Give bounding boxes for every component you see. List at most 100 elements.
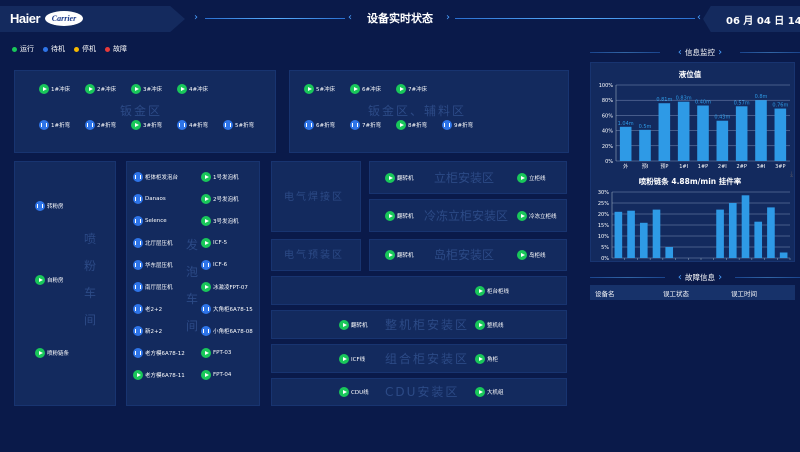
equipment-item[interactable]: 8#折弯 <box>396 120 427 130</box>
download-icon[interactable]: ⤓ <box>790 170 794 178</box>
equipment-item[interactable]: 大机组 <box>475 387 504 397</box>
equipment-item[interactable]: 5#冲床 <box>304 84 335 94</box>
equipment-item[interactable]: 1#折弯 <box>39 120 70 130</box>
carrier-logo: Carrier <box>45 11 83 26</box>
bar[interactable] <box>774 108 787 161</box>
equipment-item[interactable]: 新2+2 <box>133 326 162 336</box>
equipment-item[interactable]: 老2+2 <box>133 304 162 314</box>
chevron-right-icon: › <box>715 47 723 58</box>
chevron-right-icon: › <box>446 12 450 23</box>
bar[interactable] <box>665 247 674 258</box>
bar[interactable] <box>741 195 750 258</box>
equipment-item[interactable]: Selence <box>133 216 167 226</box>
bar[interactable] <box>779 252 788 259</box>
equipment-item[interactable]: 7#折弯 <box>350 120 381 130</box>
equipment-item[interactable]: 北厅层压机 <box>133 238 173 248</box>
equipment-item[interactable]: 南厅层压机 <box>133 282 173 292</box>
pause-status-icon <box>133 260 143 270</box>
bar[interactable] <box>755 100 767 161</box>
bar[interactable] <box>754 221 763 258</box>
equipment-item[interactable]: 7#冲床 <box>396 84 427 94</box>
equipment-item[interactable]: ICF线 <box>339 353 366 364</box>
equipment-item[interactable]: 6#折弯 <box>304 120 335 130</box>
bar[interactable] <box>735 106 748 161</box>
pause-status-icon <box>85 120 95 130</box>
equipment-item[interactable]: 大角柜6A78-15 <box>201 304 253 314</box>
bar[interactable] <box>652 209 661 258</box>
equipment-item[interactable]: 小角柜6A78-08 <box>201 326 253 336</box>
equipment-label: FPT-04 <box>213 372 232 378</box>
bar[interactable] <box>658 103 671 161</box>
bar[interactable] <box>614 211 623 258</box>
bar[interactable] <box>627 210 635 258</box>
equipment-label: 岛柜线 <box>529 253 546 259</box>
equipment-item[interactable]: 老方模6A78-11 <box>133 370 185 380</box>
zone-assembly-row <box>271 276 567 305</box>
bar[interactable] <box>619 126 632 161</box>
equipment-item[interactable]: CDU线 <box>339 387 369 397</box>
equipment-item[interactable]: FPT-03 <box>201 348 231 358</box>
equipment-item[interactable]: 2号发泡机 <box>201 194 239 204</box>
equipment-item[interactable]: 整机线 <box>475 319 504 330</box>
play-status-icon <box>396 120 406 130</box>
equipment-item[interactable]: 4#冲床 <box>177 84 208 94</box>
equipment-label: 2号发泡机 <box>213 197 239 203</box>
equipment-item[interactable]: FPT-04 <box>201 370 231 380</box>
equipment-item[interactable]: 柜体柜发泡台 <box>133 172 178 182</box>
play-status-icon <box>85 84 95 94</box>
equipment-item[interactable]: 翻转机 <box>339 319 368 330</box>
equipment-item[interactable]: ICF-5 <box>201 238 227 248</box>
chevron-right-icon: › <box>715 272 723 283</box>
x-tick-label: 预I <box>642 163 648 170</box>
equipment-item[interactable]: 3号发泡机 <box>201 216 239 226</box>
bar[interactable] <box>677 101 690 161</box>
bar[interactable] <box>767 207 775 258</box>
equipment-item[interactable]: 1号发泡机 <box>201 172 239 182</box>
equipment-item[interactable]: ICF-6 <box>201 260 227 270</box>
equipment-item[interactable]: 老方模6A78-12 <box>133 348 185 358</box>
bar[interactable] <box>716 209 724 258</box>
equipment-item[interactable]: 翻转机 <box>385 172 414 183</box>
equipment-item[interactable]: 4#折弯 <box>177 120 208 130</box>
equipment-item[interactable]: 5#折弯 <box>223 120 254 130</box>
equipment-item[interactable]: 喷粉链条 <box>35 348 69 358</box>
equipment-item[interactable]: Danaos <box>133 194 166 204</box>
equipment-item[interactable]: 1#冲床 <box>39 84 70 94</box>
play-status-icon <box>201 238 211 248</box>
chain-rate-chart: 喷粉链条 4.88m/min 挂件率 0% 5% 10% 15% 20% 25% 30% <box>598 176 791 262</box>
equipment-item[interactable]: 岛柜线 <box>517 250 546 260</box>
equipment-item[interactable]: 9#折弯 <box>442 120 473 130</box>
equipment-item[interactable]: 自粉房 <box>35 275 64 285</box>
bar[interactable] <box>697 105 709 161</box>
x-tick-label: 2#P <box>736 164 746 170</box>
play-status-icon <box>201 194 211 204</box>
equipment-item[interactable]: 3#折弯 <box>131 120 162 130</box>
equipment-item[interactable]: 冰激凌FPT-07 <box>201 282 248 292</box>
equipment-label: 2#冲床 <box>97 87 117 93</box>
equipment-item[interactable]: 冷冻立柜线 <box>517 210 557 221</box>
equipment-item[interactable]: 2#冲床 <box>85 84 116 94</box>
equipment-item[interactable]: 6#冲床 <box>350 84 381 94</box>
bar[interactable] <box>639 129 651 161</box>
equipment-item[interactable]: 翻转机 <box>385 250 414 260</box>
play-status-icon <box>385 172 395 183</box>
equipment-item[interactable]: 华东层压机 <box>133 260 173 270</box>
equipment-label: 喷粉链条 <box>47 351 70 357</box>
equipment-label: 冰激凌FPT-07 <box>213 285 248 291</box>
y-tick-label: 40% <box>602 129 613 135</box>
equipment-item[interactable]: 柜台柜线 <box>475 285 509 296</box>
pause-status-icon <box>133 304 143 314</box>
y-tick-label: 20% <box>598 212 609 218</box>
equipment-item[interactable]: 2#折弯 <box>85 120 116 130</box>
equipment-item[interactable]: 3#冲床 <box>131 84 162 94</box>
bar[interactable] <box>716 120 729 161</box>
zone-assembly-row <box>271 378 567 406</box>
equipment-item[interactable]: 角柜 <box>475 353 498 364</box>
equipment-item[interactable]: 翻转机 <box>385 210 414 221</box>
status-dot-icon <box>105 46 110 52</box>
bar[interactable] <box>728 203 737 258</box>
equipment-item[interactable]: 立柜线 <box>517 172 546 183</box>
equipment-label: ICF线 <box>351 356 366 363</box>
bar[interactable] <box>639 222 648 258</box>
equipment-item[interactable]: 转粉房 <box>35 201 64 211</box>
